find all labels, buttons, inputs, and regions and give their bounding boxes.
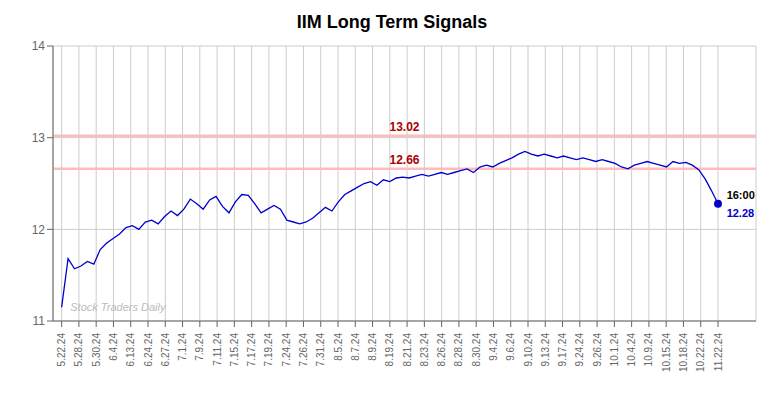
svg-text:9.6.24: 9.6.24 — [505, 333, 516, 361]
svg-text:5.28.24: 5.28.24 — [73, 333, 84, 367]
svg-text:9.13.24: 9.13.24 — [540, 333, 551, 367]
svg-text:12: 12 — [32, 223, 46, 237]
svg-text:7.24.24: 7.24.24 — [281, 333, 292, 367]
svg-text:8.30.24: 8.30.24 — [471, 333, 482, 367]
svg-text:8.9.24: 8.9.24 — [367, 333, 378, 361]
svg-text:5.30.24: 5.30.24 — [91, 333, 102, 367]
svg-text:12.28: 12.28 — [727, 207, 755, 219]
svg-text:7.15.24: 7.15.24 — [229, 333, 240, 367]
svg-text:13: 13 — [32, 131, 46, 145]
svg-text:10.9.24: 10.9.24 — [643, 333, 654, 367]
svg-text:10.22.24: 10.22.24 — [695, 333, 706, 372]
svg-text:7.19.24: 7.19.24 — [263, 333, 274, 367]
svg-text:6.24.24: 6.24.24 — [143, 333, 154, 367]
svg-text:8.19.24: 8.19.24 — [384, 333, 395, 367]
svg-text:10.15.24: 10.15.24 — [661, 333, 672, 372]
svg-text:6.13.24: 6.13.24 — [125, 333, 136, 367]
svg-text:8.7.24: 8.7.24 — [350, 333, 361, 361]
svg-text:7.9.24: 7.9.24 — [194, 333, 205, 361]
svg-text:8.26.24: 8.26.24 — [436, 333, 447, 367]
svg-text:10.4.24: 10.4.24 — [626, 333, 637, 367]
svg-text:7.26.24: 7.26.24 — [298, 333, 309, 367]
svg-text:8.5.24: 8.5.24 — [333, 333, 344, 361]
svg-text:7.31.24: 7.31.24 — [315, 333, 326, 367]
svg-text:6.4.24: 6.4.24 — [108, 333, 119, 361]
svg-text:10.18.24: 10.18.24 — [678, 333, 689, 372]
svg-text:6.27.24: 6.27.24 — [160, 333, 171, 367]
svg-text:11: 11 — [33, 314, 46, 328]
svg-text:5.22.24: 5.22.24 — [56, 333, 67, 367]
svg-text:16:00: 16:00 — [727, 189, 755, 201]
svg-text:9.4.24: 9.4.24 — [488, 333, 499, 361]
svg-text:Stock Traders Daily: Stock Traders Daily — [70, 301, 167, 313]
svg-text:8.21.24: 8.21.24 — [402, 333, 413, 367]
svg-text:8.28.24: 8.28.24 — [453, 333, 464, 367]
svg-text:9.24.24: 9.24.24 — [574, 333, 585, 367]
svg-text:12.66: 12.66 — [389, 153, 419, 167]
svg-text:8.23.24: 8.23.24 — [419, 333, 430, 367]
svg-text:11.22.24: 11.22.24 — [713, 333, 724, 372]
svg-text:9.26.24: 9.26.24 — [592, 333, 603, 367]
html-text:IIM Long Term Signals: IIM Long Term Signals — [296, 12, 488, 32]
svg-text:7.11.24: 7.11.24 — [212, 333, 223, 366]
svg-text:9.17.24: 9.17.24 — [557, 333, 568, 367]
svg-text:10.1.24: 10.1.24 — [609, 333, 620, 367]
svg-text:13.02: 13.02 — [389, 120, 419, 134]
svg-text:14: 14 — [32, 39, 46, 53]
svg-text:9.10.24: 9.10.24 — [523, 333, 534, 367]
svg-text:7.1.24: 7.1.24 — [177, 333, 188, 361]
svg-text:7.17.24: 7.17.24 — [246, 333, 257, 367]
